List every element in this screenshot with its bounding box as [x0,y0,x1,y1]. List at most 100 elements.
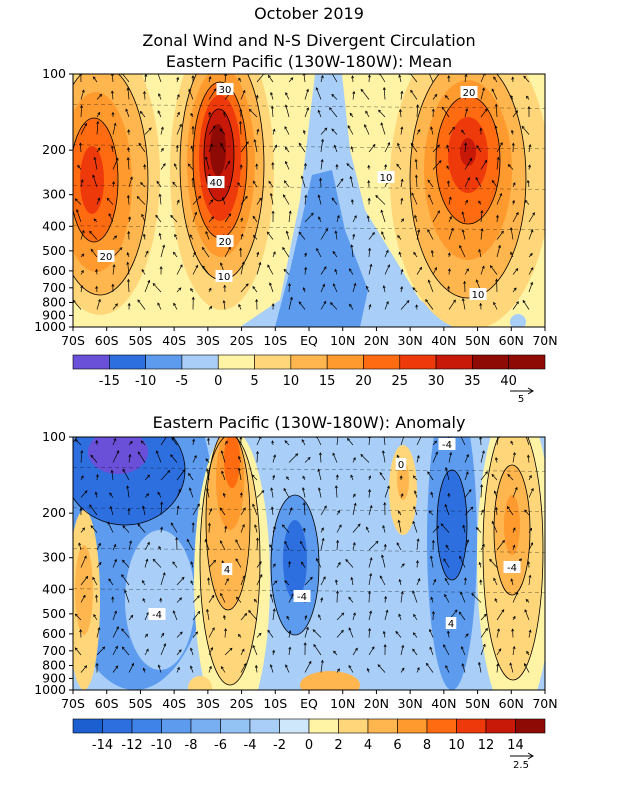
colorbar-label: -8 [185,738,198,753]
p2-eq-neg-core [283,520,307,600]
x-tick-label: 30S [196,333,220,348]
y-tick-label: 1000 [34,682,66,697]
colorbar-swatch [367,718,398,734]
contour-label-bg [207,176,225,188]
colorbar-swatch [456,718,487,734]
p2-st-pos-8 [224,437,240,488]
contour-label-bg [148,608,166,620]
x-tick-label: EQ [300,696,318,711]
colorbar-label: 5 [250,374,258,389]
x-tick-label: 60S [95,696,119,711]
colorbar-label: 8 [423,738,431,753]
x-tick-label: 60S [95,333,119,348]
p2-vector-key: 2.5 [510,752,534,771]
colorbar-swatch [72,354,110,370]
y-tick-label: 100 [42,429,66,444]
y-tick-label: 300 [42,550,66,565]
contour-label-bg [395,458,407,470]
colorbar-swatch [109,354,146,370]
contour-label: 4 [448,619,454,630]
colorbar-label: -15 [99,374,120,389]
x-tick-label: 20N [364,696,389,711]
contour-label: -4 [152,610,162,621]
colorbar-label: 12 [478,738,495,753]
x-tick-label: 10S [263,696,287,711]
contour-label-bg [377,171,395,183]
x-tick-label: 40N [431,333,456,348]
p1-vector-key: 5 [510,387,534,405]
colorbar-swatch [485,718,516,734]
panel1-plot: 30 40 20 10 20 20 10 10 100 200 300 400 500 600 70080… [34,66,557,348]
colorbar-swatch [515,718,546,734]
x-tick-label: EQ [300,333,318,348]
colorbar-swatch [72,718,103,734]
colorbar-label: -5 [175,374,188,389]
p2-surface-pos [300,671,360,690]
colorbar-label: 10 [283,374,300,389]
panel1-field [73,74,545,327]
x-tick-label: 30S [196,696,220,711]
colorbar-swatch [326,354,364,370]
y-tick-label: 100 [42,66,66,81]
x-tick-label: 10N [330,333,355,348]
colorbar-swatch [290,354,328,370]
colorbar-swatch [217,354,255,370]
p1-vector-key-label: 5 [518,394,524,405]
y-tick-label: 400 [42,218,66,233]
p2-vectors [74,437,534,673]
x-tick-label: 50S [129,696,153,711]
y-tick-label: 500 [42,243,66,258]
contour-label: 0 [398,460,404,471]
contour-label-bg [221,563,233,575]
x-tick-label: 50N [465,696,490,711]
colorbar-label: 4 [364,738,372,753]
p1-vectors [73,74,535,310]
contour-label-bg [97,250,115,262]
colorbar-label: 0 [214,374,222,389]
contour-label: 10 [380,173,393,184]
colorbar-label: -2 [273,738,286,753]
y-tick-label: 500 [42,606,66,621]
subtitle: Zonal Wind and N-S Divergent Circulation [142,31,475,50]
y-tick-label: 700 [42,280,66,295]
p1-dashed-lines [73,104,545,231]
x-tick-label: 10S [263,333,287,348]
panel2-plot: -404-4-44-4 1002003004005006007008009001… [34,429,557,711]
y-tick-label: 600 [42,626,66,641]
x-tick-label: 50N [465,333,490,348]
colorbar-label: 2 [334,738,342,753]
colorbar-swatch [397,718,428,734]
colorbar-label: 15 [319,374,336,389]
colorbar-swatch [338,718,369,734]
p2-colorbar: -14 -12 -10 -8 -6 -4 -2 0 2 4 6 8 10 12 14 [72,718,546,753]
contour-label: 40 [210,178,223,189]
y-tick-label: 800 [42,657,66,672]
colorbar-swatch [279,718,310,734]
contour-label-bg [460,86,478,98]
contour-label: 10 [472,290,485,301]
colorbar-label: -14 [92,738,113,753]
p2-nh-pos-6 [504,495,520,555]
contour-label-bg [469,288,487,300]
colorbar-swatch [426,718,457,734]
x-tick-label: 60N [499,333,524,348]
contour-label: -4 [297,592,307,603]
contour-label: 10 [218,272,231,283]
x-tick-label: 70N [532,696,557,711]
x-tick-label: 50S [129,333,153,348]
colorbar-swatch [472,354,509,370]
x-tick-label: 40S [162,696,186,711]
x-tick-label: 10N [330,696,355,711]
contour-label: -4 [507,563,517,574]
y-tick-label: 300 [42,187,66,202]
colorbar-label: -4 [244,738,257,753]
contour-label: -4 [442,440,452,451]
contour-label-bg [293,590,311,602]
colorbar-swatch [254,354,292,370]
colorbar-label: 6 [393,738,401,753]
p1-sh-band-25 [80,146,104,214]
x-tick-label: 70N [532,333,557,348]
